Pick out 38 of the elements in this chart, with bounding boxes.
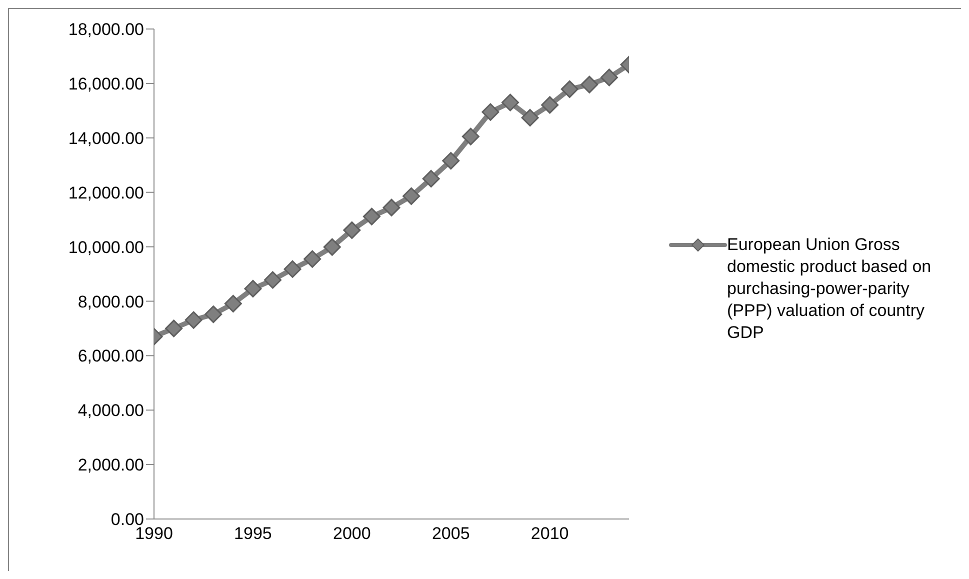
y-tick-label: 16,000.00 — [68, 74, 144, 94]
legend-label: European Union Gross domestic product based on purchasing-power-parity (PPP) valuation of country GDP — [727, 234, 932, 344]
y-tick-label: 6,000.00 — [78, 346, 144, 366]
point — [382, 198, 400, 216]
point — [541, 96, 559, 114]
y-tick-label: 12,000.00 — [68, 183, 144, 202]
point — [244, 280, 262, 298]
point — [580, 76, 598, 94]
point — [422, 170, 440, 188]
y-tick-label: 8,000.00 — [78, 292, 144, 312]
x-tick-label: 2005 — [432, 524, 470, 544]
point — [323, 238, 341, 256]
point — [600, 68, 618, 86]
point — [304, 250, 322, 268]
y-tick-label: 18,000.00 — [68, 20, 144, 40]
point — [204, 306, 222, 324]
point — [462, 128, 480, 146]
point — [165, 320, 183, 338]
x-tick-label: 1990 — [135, 524, 173, 544]
point — [184, 311, 202, 329]
x-tick-label: 2000 — [333, 524, 371, 544]
point — [284, 260, 302, 278]
point — [224, 294, 242, 312]
point — [560, 80, 578, 98]
x-tick-label: 1995 — [234, 524, 272, 544]
y-tick-label: 4,000.00 — [78, 401, 144, 420]
x-tick-label: 2010 — [530, 524, 569, 544]
point — [482, 103, 500, 121]
point — [402, 187, 420, 205]
point — [264, 271, 282, 289]
point — [502, 94, 519, 112]
point — [521, 108, 539, 126]
point — [442, 152, 460, 170]
point — [343, 221, 361, 239]
y-tick-label: 10,000.00 — [68, 238, 144, 257]
point — [362, 208, 380, 226]
y-tick-label: 14,000.00 — [68, 128, 144, 148]
y-tick-label: 2,000.00 — [78, 456, 144, 475]
